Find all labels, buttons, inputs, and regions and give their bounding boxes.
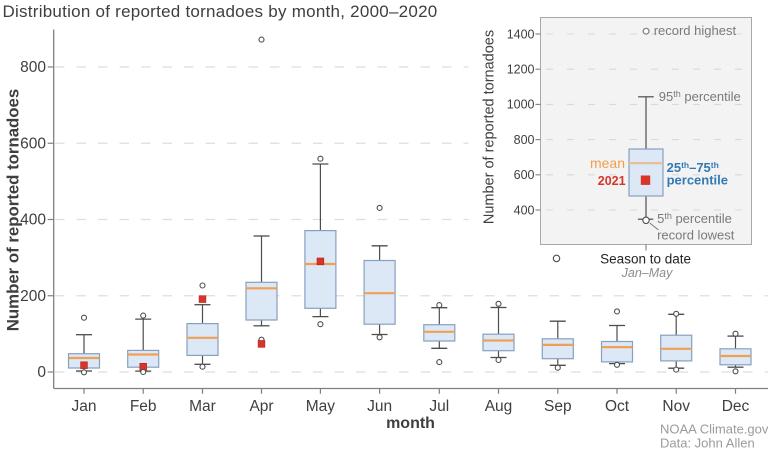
svg-text:May: May — [306, 398, 336, 415]
svg-text:25th–75th: 25th–75th — [667, 160, 719, 175]
svg-text:Mar: Mar — [189, 398, 216, 415]
svg-text:800: 800 — [514, 133, 535, 147]
svg-text:Jan–May: Jan–May — [621, 266, 673, 280]
svg-text:Aug: Aug — [485, 398, 513, 415]
svg-text:600: 600 — [514, 168, 535, 182]
svg-text:200: 200 — [20, 288, 46, 305]
svg-text:400: 400 — [20, 212, 46, 229]
svg-text:Distribution of reported torna: Distribution of reported tornadoes by mo… — [3, 2, 438, 21]
svg-text:0: 0 — [37, 364, 46, 381]
svg-text:400: 400 — [514, 203, 535, 217]
svg-text:5th percentile: 5th percentile — [657, 211, 732, 226]
svg-text:2021: 2021 — [598, 174, 626, 188]
svg-text:percentile: percentile — [667, 173, 728, 188]
svg-text:1200: 1200 — [507, 63, 535, 77]
svg-text:Jul: Jul — [429, 398, 449, 415]
svg-text:Oct: Oct — [605, 398, 630, 415]
svg-text:month: month — [386, 415, 435, 432]
svg-text:1400: 1400 — [507, 27, 535, 41]
svg-text:Apr: Apr — [249, 398, 273, 415]
svg-text:Sep: Sep — [544, 398, 572, 415]
svg-text:Jun: Jun — [367, 398, 392, 415]
svg-text:record lowest: record lowest — [657, 227, 735, 242]
svg-text:Dec: Dec — [722, 398, 750, 415]
svg-text:mean: mean — [590, 155, 625, 171]
svg-text:1000: 1000 — [507, 98, 535, 112]
svg-text:Jan: Jan — [72, 398, 97, 415]
svg-text:Number of reported tornadoes: Number of reported tornadoes — [4, 89, 23, 331]
svg-text:Nov: Nov — [662, 398, 690, 415]
svg-text:Season to date: Season to date — [600, 252, 691, 267]
svg-text:Feb: Feb — [130, 398, 157, 415]
svg-text:95th percentile: 95th percentile — [659, 89, 741, 104]
svg-text:NOAA Climate.gov: NOAA Climate.gov — [660, 422, 768, 437]
svg-text:600: 600 — [20, 135, 46, 152]
svg-text:record highest: record highest — [654, 23, 737, 38]
svg-text:Number of reported tornadoes: Number of reported tornadoes — [482, 30, 498, 224]
svg-text:Data: John Allen: Data: John Allen — [660, 435, 755, 450]
svg-text:800: 800 — [20, 59, 46, 76]
